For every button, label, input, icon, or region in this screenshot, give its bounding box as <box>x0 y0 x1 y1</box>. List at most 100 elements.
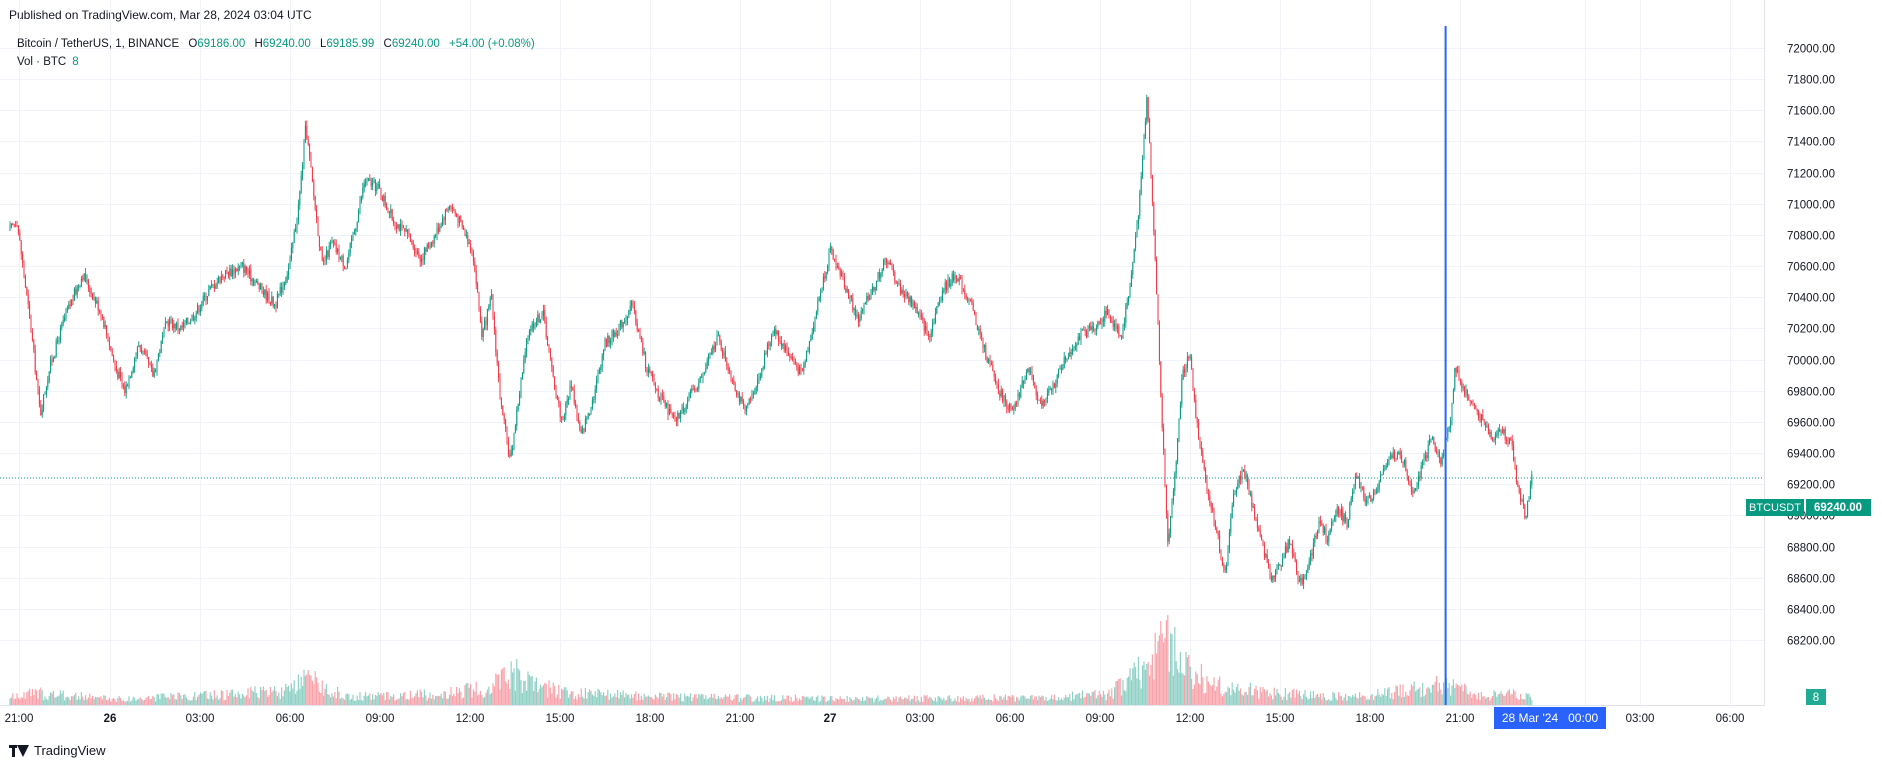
volume-bar <box>1143 661 1145 705</box>
volume-bar <box>23 692 25 705</box>
volume-bar <box>803 695 805 705</box>
candle-body <box>488 305 490 309</box>
volume-bar <box>114 699 116 705</box>
volume-bar <box>50 692 52 705</box>
candle-body <box>955 275 957 279</box>
volume-bar <box>1006 699 1008 705</box>
volume-bar <box>790 697 792 705</box>
candle-body <box>636 322 638 330</box>
candle-body <box>321 249 323 261</box>
volume-bar <box>205 691 207 705</box>
volume-bar <box>636 700 638 705</box>
volume-bar <box>811 696 813 705</box>
volume-bar <box>974 698 976 705</box>
volume-bar <box>1202 677 1204 705</box>
volume-bar <box>936 701 938 705</box>
candle-body <box>611 330 613 341</box>
candle-body <box>818 298 820 301</box>
candle-body <box>925 326 927 331</box>
candle-body <box>262 291 264 295</box>
candle-body <box>269 303 271 304</box>
volume-bar <box>307 670 309 705</box>
legend-volume-label[interactable]: Vol · BTC <box>17 56 67 68</box>
candle-body <box>425 248 427 252</box>
volume-bar <box>969 701 971 705</box>
volume-bar <box>869 697 871 705</box>
candle-body <box>590 408 592 414</box>
volume-bar <box>862 697 864 705</box>
volume-bar <box>1367 698 1369 705</box>
volume-bar <box>1490 698 1492 705</box>
candle-body <box>1396 454 1398 459</box>
volume-bar <box>990 700 992 705</box>
candle-body <box>181 325 183 328</box>
candle-body <box>409 234 411 242</box>
candle-body <box>1073 346 1075 349</box>
candle-body <box>121 376 123 384</box>
candle-body <box>982 338 984 348</box>
volume-bar <box>541 687 543 705</box>
candle-body <box>505 420 507 429</box>
candle-body <box>990 362 992 365</box>
volume-bar <box>97 697 99 705</box>
volume-bar <box>1167 615 1169 705</box>
volume-bar <box>419 689 421 705</box>
volume-bar <box>864 700 866 705</box>
candle-body <box>1473 404 1475 406</box>
volume-bar <box>143 700 145 705</box>
candle-body <box>335 243 337 253</box>
candle-body <box>393 220 395 223</box>
volume-bar <box>355 700 357 705</box>
volume-bar <box>1242 695 1244 705</box>
tradingview-logo-icon <box>9 744 29 757</box>
volume-bar <box>1139 679 1141 705</box>
candle-body <box>449 206 451 209</box>
candle-body <box>419 256 421 262</box>
candle-body <box>685 405 687 410</box>
volume-bar <box>1067 697 1069 705</box>
candle-body <box>1331 522 1333 529</box>
candle-body <box>237 266 239 272</box>
volume-bar <box>1111 688 1113 705</box>
candle-body <box>834 259 836 260</box>
volume-bar <box>247 688 249 705</box>
volume-bar <box>822 696 824 705</box>
volume-bar <box>428 697 430 705</box>
candle-body <box>610 340 612 344</box>
volume-bar <box>772 700 774 705</box>
volume-bar <box>20 697 22 705</box>
volume-bar <box>383 692 385 705</box>
volume-bar <box>302 686 304 705</box>
candle-body <box>1004 395 1006 402</box>
volume-bar <box>758 701 760 705</box>
candle-body <box>943 290 945 292</box>
volume-bar <box>281 687 283 705</box>
volume-bar <box>272 690 274 705</box>
volume-bar <box>1069 694 1071 705</box>
volume-bar <box>240 698 242 705</box>
candle-body <box>1223 565 1225 568</box>
candle-body <box>1410 483 1412 493</box>
candle-body <box>737 393 739 396</box>
candle-body <box>1438 451 1440 459</box>
volume-bar <box>442 698 444 705</box>
volume-bar <box>565 687 567 705</box>
legend-symbol[interactable]: Bitcoin / TetherUS, 1, BINANCE <box>17 38 180 50</box>
volume-bar <box>534 681 536 705</box>
volume-bar <box>82 696 84 705</box>
candle-body <box>241 262 243 264</box>
candle-body <box>915 307 917 309</box>
volume-bar <box>1494 691 1496 705</box>
volume-bar <box>1013 696 1015 705</box>
candle-body <box>1213 509 1215 522</box>
volume-bar <box>344 699 346 705</box>
candle-body <box>1091 326 1093 330</box>
candle-body <box>491 294 493 299</box>
volume-bar <box>384 700 386 705</box>
volume-bar <box>1217 679 1219 705</box>
volume-bar <box>64 700 66 705</box>
candle-body <box>1375 491 1377 493</box>
candle-body <box>1364 498 1366 503</box>
candle-body <box>708 355 710 361</box>
